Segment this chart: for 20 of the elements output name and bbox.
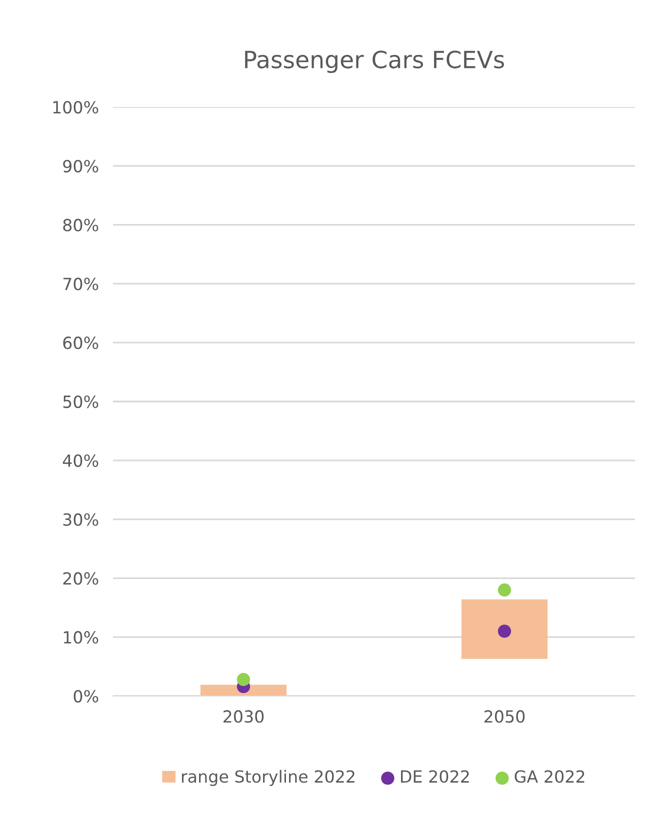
- x-tick-label: 2030: [224, 710, 264, 723]
- y-tick-label: 80%: [63, 218, 98, 232]
- y-tick-label: 10%: [64, 631, 98, 644]
- y-tick-label: 20%: [63, 572, 98, 585]
- point: [498, 624, 512, 638]
- y-tick-label: 30%: [63, 513, 98, 526]
- y-tick-label: 40%: [62, 454, 98, 467]
- y-tick-label: 60%: [63, 336, 98, 350]
- y-tick-label: 90%: [63, 160, 98, 172]
- legend-label: range Storyline 2022: [182, 770, 354, 786]
- point: [498, 583, 512, 597]
- y-tick-label: 70%: [63, 278, 98, 290]
- legend-label: GA 2022: [514, 770, 584, 783]
- legend-label: DE 2022: [401, 770, 469, 783]
- y-tick-label: 100%: [53, 100, 98, 114]
- y-tick-label: 0%: [74, 690, 98, 703]
- x-tick-label: 2050: [484, 710, 525, 723]
- point: [236, 672, 250, 686]
- chart-title: Passenger Cars FCEVs: [245, 50, 504, 74]
- y-tick-label: 50%: [63, 395, 98, 408]
